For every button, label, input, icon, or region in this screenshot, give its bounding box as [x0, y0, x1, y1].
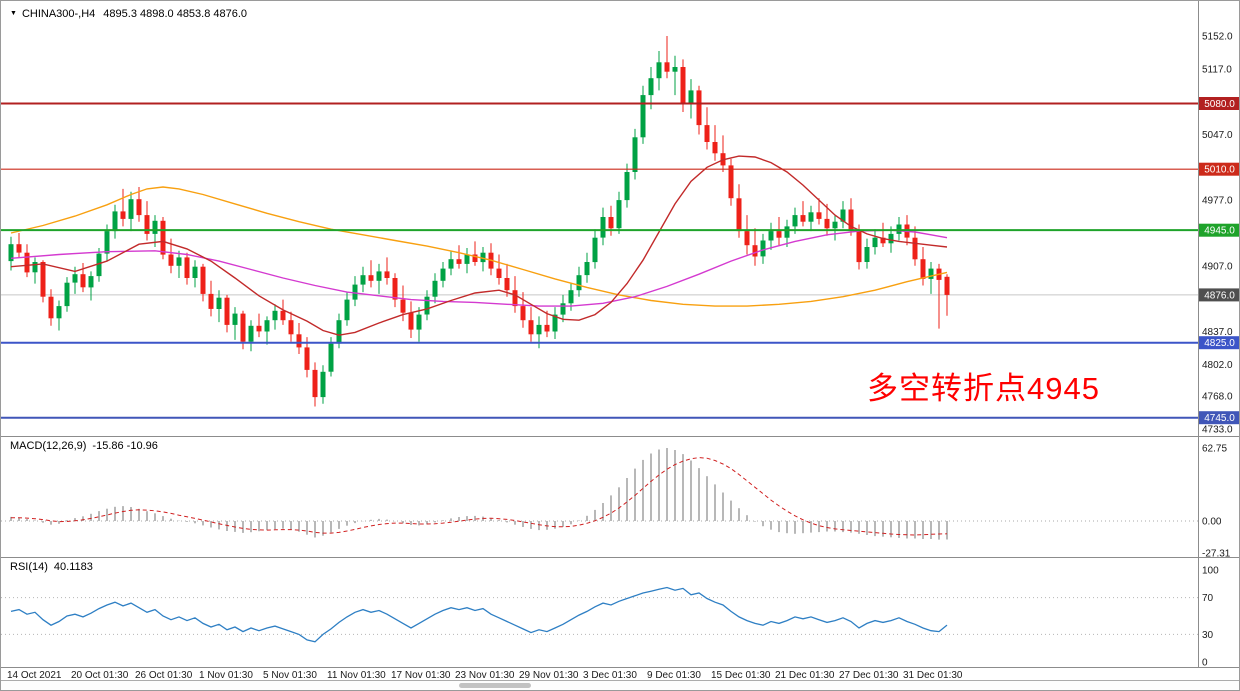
dropdown-triangle-icon: ▼ [10, 10, 17, 17]
date-label: 11 Nov 01:30 [327, 670, 386, 681]
price-tick-label: 5117.0 [1202, 64, 1232, 75]
price-tick-label: 5047.0 [1202, 130, 1233, 141]
ma-magenta-line [10, 229, 948, 307]
price-marker-badge [1199, 288, 1239, 302]
price-marker-badge [1199, 223, 1239, 237]
date-label: 27 Dec 01:30 [839, 670, 899, 681]
price-marker-label: 5080.0 [1204, 99, 1235, 110]
price-marker-label: 5010.0 [1204, 165, 1235, 176]
price-marker-label: 4745.0 [1204, 413, 1235, 424]
date-label: 9 Dec 01:30 [647, 670, 701, 681]
rsi-scale-label: 30 [1202, 630, 1214, 641]
rsi-line [10, 586, 948, 643]
macd-scale-label: 62.75 [1202, 444, 1227, 455]
horizontal-scrollbar[interactable] [1, 680, 1239, 690]
macd-indicator-label: MACD(12,26,9) -15.86 -10.96 [10, 440, 158, 452]
rsi-value: 40.1183 [53, 561, 93, 573]
price-marker-badge [1199, 411, 1239, 425]
price-scale[interactable]: 5152.0 5117.0 5047.0 4977.0 4907.0 4837.0 4802… [1199, 32, 1240, 436]
price-marker-badge [1199, 162, 1239, 176]
date-label: 20 Oct 01:30 [71, 670, 129, 681]
price-tick-label: 4907.0 [1202, 261, 1233, 272]
price-marker-label: 4945.0 [1204, 226, 1235, 237]
macd-scale-label: 0.00 [1202, 517, 1222, 528]
macd-panel[interactable]: 62.75 0.00 -27.31 [1, 444, 1231, 560]
ma-red-line [10, 155, 948, 336]
macd-name: MACD(12,26,9) [10, 440, 87, 452]
price-tick-label: 4977.0 [1202, 196, 1233, 207]
date-label: 3 Dec 01:30 [583, 670, 637, 681]
price-tick-label: 5152.0 [1202, 32, 1233, 43]
price-marker-badge [1199, 336, 1239, 350]
macd-signal-line [11, 457, 948, 536]
date-label: 1 Nov 01:30 [199, 670, 253, 681]
annotation-text[interactable]: 多空转折点4945 [867, 371, 1100, 406]
panel-separators [1, 1, 1239, 668]
price-marker-label: 4876.0 [1204, 290, 1235, 301]
date-label: 21 Dec 01:30 [775, 670, 835, 681]
date-label: 29 Nov 01:30 [519, 670, 579, 681]
rsi-name: RSI(14) [10, 561, 48, 573]
macd-scale-label: -27.31 [1202, 548, 1231, 559]
time-axis[interactable]: 14 Oct 2021 20 Oct 01:30 26 Oct 01:30 1 Nov… [7, 670, 963, 681]
price-tick-label: 4733.0 [1202, 425, 1233, 436]
date-label: 14 Oct 2021 [7, 670, 62, 681]
price-tick-label: 4802.0 [1202, 360, 1233, 371]
price-marker-label: 4825.0 [1204, 338, 1235, 349]
rsi-scale-label: 0 [1202, 658, 1208, 669]
main-chart-panel[interactable] [1, 36, 1198, 419]
rsi-panel[interactable]: 100 70 30 0 [1, 566, 1219, 669]
price-tick-label: 4837.0 [1202, 327, 1233, 338]
symbol-ohlc-label: ▼ CHINA300-,H4 4895.3 4898.0 4853.8 4876.0 [10, 8, 247, 20]
date-label: 5 Nov 01:30 [263, 670, 317, 681]
date-label: 17 Nov 01:30 [391, 670, 451, 681]
date-label: 15 Dec 01:30 [711, 670, 771, 681]
date-label: 31 Dec 01:30 [903, 670, 963, 681]
ohlc-values: 4895.3 4898.0 4853.8 4876.0 [103, 8, 248, 20]
ma-orange-line [10, 186, 948, 307]
scrollbar-thumb[interactable] [459, 683, 531, 688]
price-marker-badge [1199, 97, 1239, 110]
rsi-scale-label: 70 [1202, 593, 1214, 604]
symbol-timeframe: CHINA300-,H4 [21, 8, 96, 20]
macd-values: -15.86 -10.96 [92, 440, 158, 452]
rsi-scale-label: 100 [1202, 566, 1219, 577]
candlestick-series [8, 36, 950, 407]
price-tick-label: 4768.0 [1202, 392, 1233, 403]
date-label: 26 Oct 01:30 [135, 670, 193, 681]
date-label: 23 Nov 01:30 [455, 670, 515, 681]
rsi-indicator-label: RSI(14) 40.1183 [10, 561, 93, 573]
